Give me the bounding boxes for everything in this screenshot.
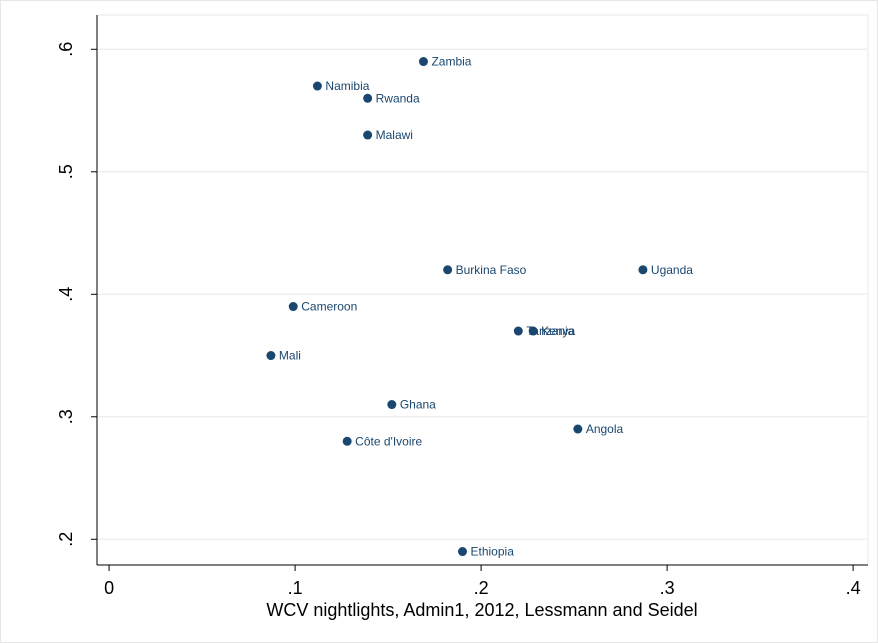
point-label: Ghana [400,398,436,412]
point-label: Mali [279,349,301,363]
point [638,265,648,275]
point-label: Burkina Faso [456,263,527,277]
y-tick-label: .6 [56,42,76,57]
point-label: Kenya [541,324,575,338]
point-label: Malawi [376,128,413,142]
point-label: Namibia [325,79,369,93]
point [363,130,373,140]
x-tick-label: .4 [846,578,861,598]
x-tick-label: .2 [474,578,489,598]
y-tick-label: .3 [56,409,76,424]
point [266,351,276,361]
y-tick-label: .2 [56,532,76,547]
y-tick-label: .5 [56,164,76,179]
point-label: Zambia [431,55,471,69]
point [418,57,428,67]
x-axis-title: WCV nightlights, Admin1, 2012, Lessmann … [266,600,697,620]
point-label: Ethiopia [471,545,515,559]
point [443,265,453,275]
x-tick-label: .3 [660,578,675,598]
point-label: Uganda [651,263,693,277]
point [342,436,352,446]
point-label: Rwanda [376,91,420,105]
point-label: Cameroon [301,300,357,314]
y-tick-label: .4 [56,287,76,302]
point [528,326,538,336]
plot-area [96,14,869,566]
point [573,424,583,434]
x-tick-label: 0 [104,578,114,598]
point [387,400,397,410]
point-label: Côte d'Ivoire [355,434,422,448]
point [363,93,373,103]
point [288,302,298,312]
point [312,81,322,91]
point-label: Tanzania [526,324,574,338]
point [513,326,523,336]
point [458,547,468,557]
point-label: Angola [586,422,624,436]
x-tick-label: .1 [288,578,303,598]
